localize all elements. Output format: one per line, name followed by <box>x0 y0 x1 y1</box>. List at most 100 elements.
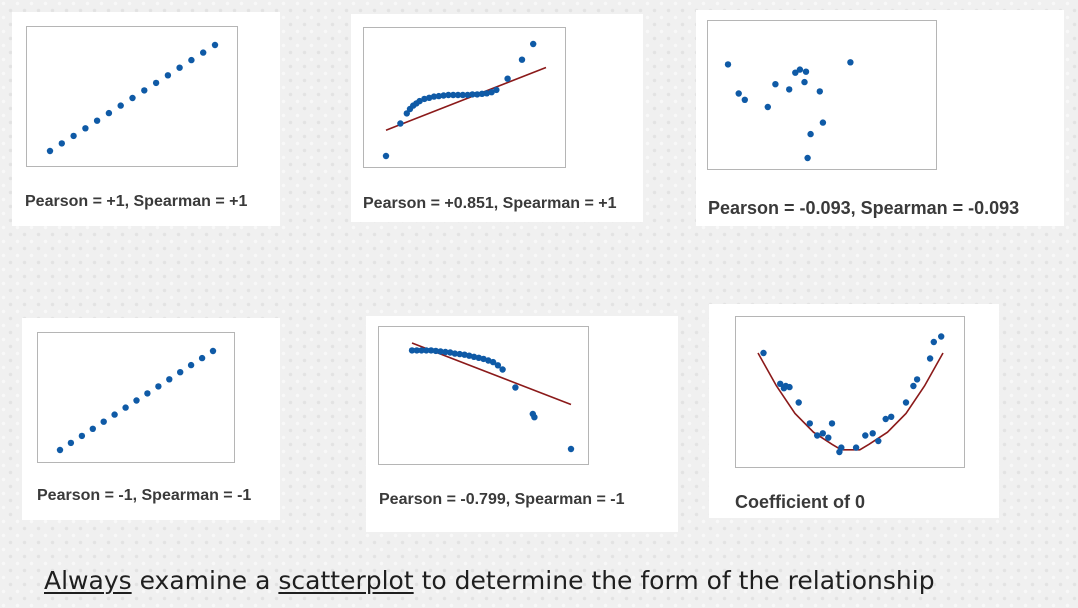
data-point <box>56 446 64 454</box>
data-point <box>828 420 836 427</box>
data-point <box>777 380 784 387</box>
data-point <box>764 103 771 111</box>
chart-caption-3: Pearson = -0.093, Spearman = -0.093 <box>708 198 1020 218</box>
data-point <box>67 439 75 447</box>
footer-text-2: to determine the form of the relationshi… <box>413 566 935 595</box>
data-point <box>530 40 537 48</box>
data-point <box>141 87 148 94</box>
data-point <box>421 95 428 103</box>
data-point <box>442 348 449 356</box>
data-point <box>152 79 160 87</box>
data-point <box>432 347 439 355</box>
chart-card-5: Pearson = -0.799, Spearman = -1 <box>366 316 678 532</box>
data-point <box>450 91 457 99</box>
data-point <box>882 415 889 423</box>
data-point <box>483 90 490 97</box>
data-point <box>469 91 476 98</box>
data-point <box>408 347 416 354</box>
data-point <box>188 56 195 64</box>
chart-caption-1: Pearson = +1, Spearman = +1 <box>25 193 248 210</box>
data-point <box>403 110 410 117</box>
footer-text-1: examine a <box>131 566 279 595</box>
scatter-plot-3 <box>707 20 937 170</box>
data-point <box>796 66 804 73</box>
data-point <box>464 91 471 99</box>
scatter-plot-2 <box>363 27 566 168</box>
scatter-svg-3 <box>724 59 854 162</box>
data-point <box>938 333 945 340</box>
fit-line <box>385 66 547 131</box>
data-point <box>741 96 748 104</box>
data-point <box>187 361 195 369</box>
data-point <box>518 56 526 63</box>
data-point <box>129 94 136 102</box>
data-point <box>423 347 430 354</box>
data-point <box>176 64 183 71</box>
data-point <box>430 93 438 100</box>
fit-line <box>757 352 944 451</box>
scatter-svg-1 <box>46 41 219 155</box>
data-point <box>802 68 810 75</box>
data-point <box>198 354 206 362</box>
data-point <box>177 369 184 376</box>
chart-caption-4: Pearson = -1, Spearman = -1 <box>37 487 252 504</box>
data-point <box>489 358 497 366</box>
data-point <box>435 92 442 100</box>
scatter-plot-4 <box>37 332 235 463</box>
scatter-plot-5 <box>378 326 589 465</box>
chart-caption-6: Coefficient of 0 <box>735 492 866 512</box>
data-point <box>772 81 779 88</box>
scatter-svg-2 <box>382 40 547 160</box>
data-point <box>792 69 799 76</box>
chart-card-2: Pearson = +0.851, Spearman = +1 <box>351 14 643 222</box>
footer-word-scatterplot: scatterplot <box>278 566 414 595</box>
data-point <box>504 75 511 82</box>
data-point <box>413 347 420 354</box>
data-point <box>451 350 459 357</box>
scatter-svg-5 <box>408 342 575 453</box>
data-point <box>133 397 140 404</box>
data-point <box>926 355 934 362</box>
data-point <box>478 90 486 97</box>
data-point <box>58 140 65 147</box>
data-point <box>852 444 860 451</box>
chart-card-6: Coefficient of 0 <box>709 304 999 518</box>
data-point <box>494 362 502 369</box>
data-point <box>838 444 845 451</box>
data-point <box>200 49 207 56</box>
data-point <box>89 425 96 432</box>
data-point <box>760 349 767 357</box>
chart-card-4: Pearson = -1, Spearman = -1 <box>22 318 280 520</box>
data-point <box>100 418 107 425</box>
data-point <box>869 430 876 437</box>
data-point <box>801 78 808 86</box>
data-point <box>512 384 519 391</box>
data-point <box>724 61 732 68</box>
data-point <box>397 120 404 127</box>
data-point <box>445 91 452 99</box>
data-point <box>804 154 811 162</box>
data-point <box>470 353 478 360</box>
data-point <box>825 434 832 441</box>
data-point <box>902 399 910 406</box>
data-point <box>93 117 101 124</box>
scatter-svg-6 <box>757 333 945 456</box>
data-point <box>888 413 895 420</box>
data-point <box>786 86 793 93</box>
data-point <box>117 102 124 109</box>
data-point <box>488 89 495 96</box>
chart-card-3: Pearson = -0.093, Spearman = -0.093 <box>696 10 1064 226</box>
data-point <box>437 348 444 355</box>
data-point <box>456 350 463 358</box>
data-point <box>786 383 793 391</box>
data-point <box>105 109 113 117</box>
data-point <box>454 91 462 99</box>
data-point <box>567 445 575 453</box>
data-point <box>499 366 506 373</box>
data-point <box>155 383 162 390</box>
data-point <box>493 86 500 94</box>
data-point <box>735 90 742 97</box>
data-point <box>111 411 118 418</box>
data-point <box>70 132 77 140</box>
data-point <box>913 376 921 383</box>
